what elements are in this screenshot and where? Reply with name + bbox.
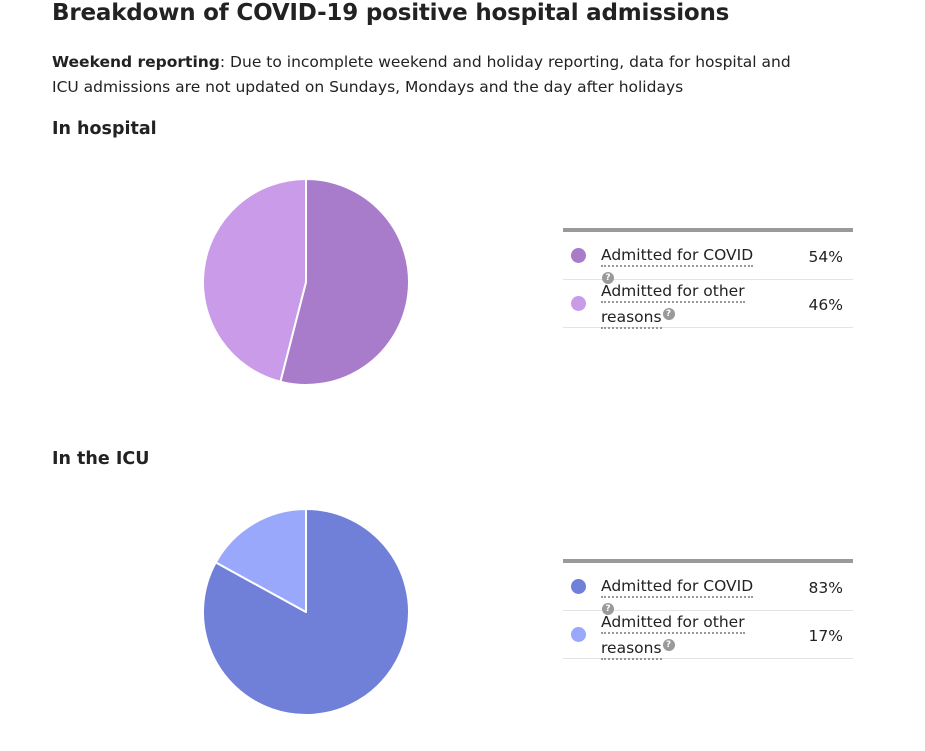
pie-chart-hospital: [202, 178, 410, 386]
section-title-hospital: In hospital: [52, 119, 157, 139]
question-circle-icon[interactable]: ?: [602, 603, 614, 615]
legend-label-other: Admitted for other reasons?: [601, 278, 761, 330]
weekend-reporting-note: Weekend reporting: Due to incomplete wee…: [52, 50, 812, 100]
legend-icu: Admitted for COVID? 83% Admitted for oth…: [563, 559, 853, 661]
legend-value-other: 17%: [808, 627, 843, 645]
legend-item-other[interactable]: Admitted for other reasons? 46%: [563, 278, 853, 330]
legend-label-covid: Admitted for COVID?: [601, 573, 761, 625]
pie-slice-covid[interactable]: [279, 178, 410, 386]
legend-hospital: Admitted for COVID? 54% Admitted for oth…: [563, 228, 853, 330]
legend-value-covid: 83%: [808, 579, 843, 597]
legend-label-text[interactable]: Admitted for COVID: [601, 577, 754, 598]
pie-chart-icu: [202, 508, 410, 716]
question-circle-icon[interactable]: ?: [602, 272, 614, 284]
note-text: : Due to incomplete weekend and holiday …: [52, 53, 791, 96]
legend-swatch-covid: [571, 579, 586, 594]
note-label: Weekend reporting: [52, 53, 220, 71]
legend-item-covid[interactable]: Admitted for COVID? 54%: [563, 232, 853, 284]
pie-slice-covid[interactable]: [202, 508, 410, 716]
question-circle-icon[interactable]: ?: [662, 639, 675, 651]
legend-item-covid[interactable]: Admitted for COVID? 83%: [563, 563, 853, 615]
legend-item-other[interactable]: Admitted for other reasons? 17%: [563, 609, 853, 661]
legend-value-covid: 54%: [808, 248, 843, 266]
pie-slice-other[interactable]: [202, 178, 307, 383]
legend-swatch-other: [571, 627, 586, 642]
legend-label-text[interactable]: Admitted for other reasons: [601, 282, 745, 329]
legend-label-other: Admitted for other reasons?: [601, 609, 761, 661]
legend-label-text[interactable]: Admitted for COVID: [601, 246, 754, 267]
legend-swatch-other: [571, 296, 586, 311]
legend-value-other: 46%: [808, 296, 843, 314]
question-circle-icon[interactable]: ?: [662, 308, 675, 320]
section-title-icu: In the ICU: [52, 449, 150, 469]
pie-slice-other[interactable]: [214, 508, 307, 613]
legend-swatch-covid: [571, 248, 586, 263]
legend-label-covid: Admitted for COVID?: [601, 242, 761, 294]
page-title: Breakdown of COVID-19 positive hospital …: [52, 0, 730, 26]
legend-label-text[interactable]: Admitted for other reasons: [601, 613, 745, 660]
